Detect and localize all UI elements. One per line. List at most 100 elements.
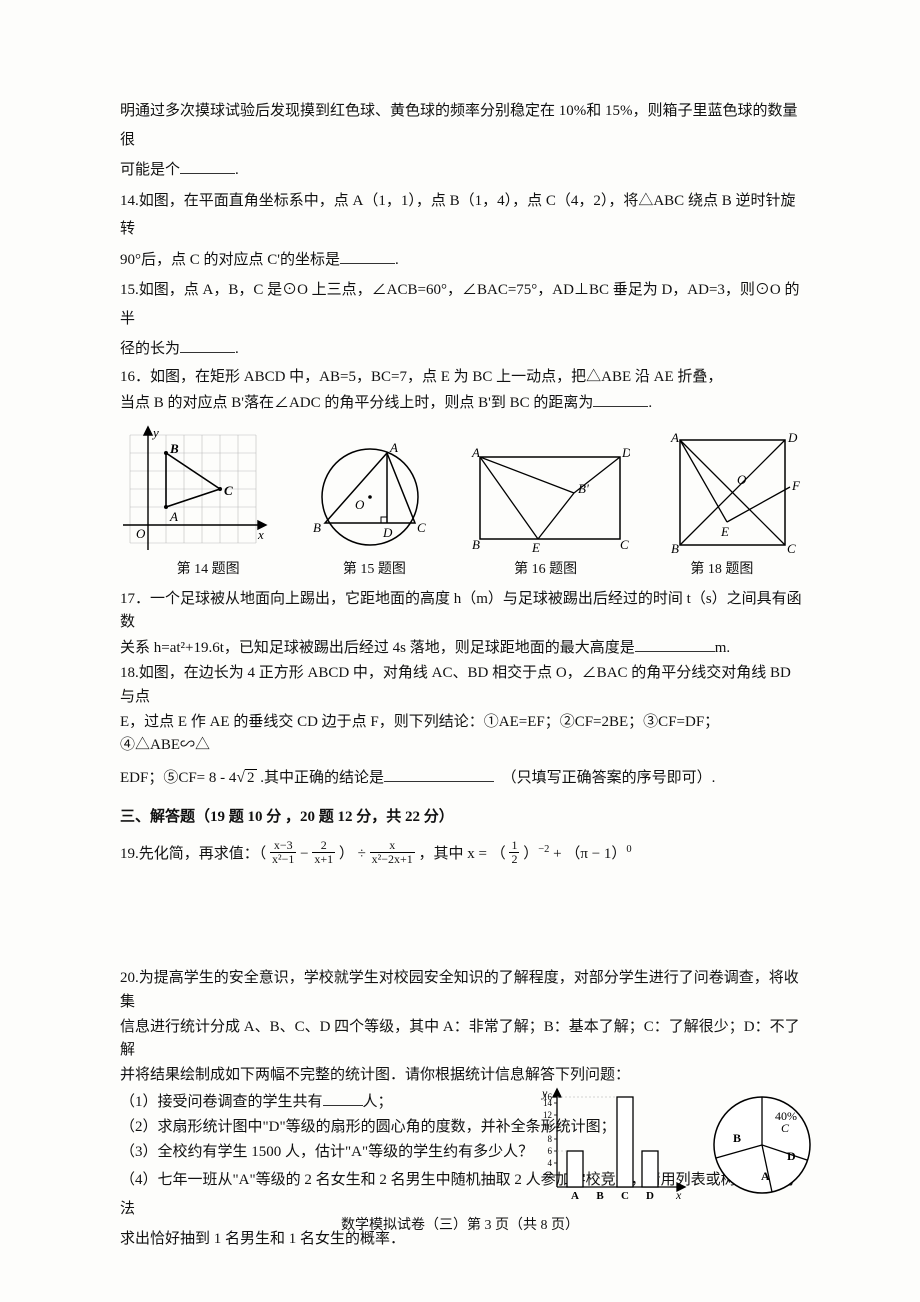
q13-blank (180, 158, 235, 174)
fig18-F: F (791, 478, 801, 493)
svg-text:x: x (675, 1188, 682, 1202)
fig15-C: C (417, 520, 426, 535)
fig15-O: O (355, 497, 365, 512)
svg-text:6: 6 (548, 1146, 553, 1156)
fig18-O: O (737, 472, 747, 487)
fig18-E: E (720, 524, 729, 539)
q19-workspace (120, 870, 805, 965)
q19-mid: ） ÷ (339, 846, 370, 862)
q18-line2: E，过点 E 作 AE 的垂线交 CD 边于点 F，则下列结论：①AE=EF；②… (120, 711, 805, 758)
q19-minus: − (300, 846, 312, 862)
fig15-A: A (389, 440, 398, 455)
q20-l1: 20.为提高学生的安全意识，学校就学生对校园安全知识的了解程度，对部分学生进行了… (120, 967, 805, 1014)
svg-text:8: 8 (548, 1134, 553, 1144)
fig18-D: D (787, 430, 798, 445)
q19-f2: 2x+1 (312, 839, 335, 865)
q15-line2: 径的长为. (120, 335, 805, 364)
q18-c-prefix: EDF；⑤CF= 8 - 4 (120, 770, 236, 786)
q13-text: 可能是个 (120, 162, 180, 178)
q19-f1: x−3x²−1 (270, 839, 296, 865)
fig14-B: B (169, 441, 179, 456)
fig16-D: D (621, 445, 630, 460)
fig16: A D B C E B' (470, 445, 630, 555)
q17-line2: 关系 h=at²+19.6t，已知足球被踢出后经过 4s 落地，则足球距地面的最… (120, 636, 805, 660)
sqrt-icon: 2 (236, 763, 256, 793)
q16-suffix: . (648, 395, 652, 411)
q20-l2: 信息进行统计分成 A、B、C、D 四个等级，其中 A：非常了解；B：基本了解；C… (120, 1016, 805, 1063)
q17-text: 关系 h=at²+19.6t，已知足球被踢出后经过 4s 落地，则足球距地面的最… (120, 640, 635, 656)
q13-suffix: . (235, 162, 239, 178)
q18-line1: 18.如图，在边长为 4 正方形 ABCD 中，对角线 AC、BD 相交于点 O… (120, 662, 805, 709)
svg-text:D: D (646, 1190, 654, 1202)
fig18-B: B (671, 541, 679, 555)
svg-text:4: 4 (548, 1158, 553, 1168)
pie-D: D (787, 1149, 796, 1163)
q19-exp2: 0 (626, 844, 631, 855)
q19-exp1: −2 (538, 844, 549, 855)
q18-c-suffix: .其中正确的结论是 (257, 770, 385, 786)
q18-blank (384, 766, 494, 782)
fig15-svg: A B C D O (305, 437, 435, 555)
fig15-D: D (382, 525, 393, 540)
q17-suffix: m. (715, 640, 730, 656)
figure-captions: 第 14 题图 第 15 题图 第 16 题图 第 18 题图 (120, 557, 805, 584)
fig16-svg: A D B C E B' (470, 445, 630, 555)
fig16-E: E (531, 540, 540, 555)
fig16-Bp: B' (578, 481, 589, 496)
fig14-x: x (257, 527, 264, 542)
q15-text: 径的长为 (120, 341, 180, 357)
pie-C: C (781, 1121, 790, 1135)
fig14-C: C (224, 483, 233, 498)
figure-row: O A B C x y A B (120, 425, 805, 555)
cap14: 第 14 题图 (133, 557, 283, 584)
q13-line2: 可能是个. (120, 156, 805, 185)
q16-text: 当点 B 的对应点 B'落在∠ADC 的角平分线上时，则点 B'到 BC 的距离… (120, 395, 593, 411)
svg-text:2: 2 (548, 1170, 553, 1180)
q14-text: 90°后，点 C 的对应点 C'的坐标是 (120, 252, 340, 268)
svg-text:A: A (571, 1190, 579, 1202)
q16-line1: 16．如图，在矩形 ABCD 中，AB=5，BC=7，点 E 为 BC 上一动点… (120, 366, 805, 389)
svg-text:y: y (541, 1087, 548, 1100)
q18-rad: 2 (245, 769, 257, 786)
q15-blank (180, 337, 235, 353)
q15-suffix: . (235, 341, 239, 357)
q14-line1: 14.如图，在平面直角坐标系中，点 A（1，1），点 B（1，4），点 C（4，… (120, 187, 805, 244)
fig18-svg: A D B C O E F (665, 430, 805, 555)
svg-text:10: 10 (543, 1122, 553, 1132)
fig16-B: B (472, 537, 480, 552)
pie-B: B (733, 1131, 741, 1145)
section3-title: 三、解答题（19 题 10 分 ，20 题 12 分，共 22 分） (120, 803, 805, 832)
svg-text:12: 12 (543, 1110, 552, 1120)
fig15: A B C D O (305, 437, 435, 555)
cap18: 第 18 题图 (652, 557, 792, 584)
fig14-A: A (169, 509, 178, 524)
q13-line1: 明通过多次摸球试验后发现摸到红色球、黄色球的频率分别稳定在 10%和 15%，则… (120, 97, 805, 154)
fig18-A: A (670, 430, 679, 445)
fig14: O A B C x y (120, 425, 270, 555)
q16-blank (593, 391, 648, 407)
q15-line1: 15.如图，点 A，B，C 是⊙O 上三点，∠ACB=60°，∠BAC=75°，… (120, 276, 805, 333)
q17-blank (635, 636, 715, 652)
q19-where: ，其中 x = （ (419, 846, 506, 862)
q14-line2: 90°后，点 C 的对应点 C'的坐标是. (120, 246, 805, 275)
q16-line2: 当点 B 的对应点 B'落在∠ADC 的角平分线上时，则点 B'到 BC 的距离… (120, 391, 805, 415)
cap16: 第 16 题图 (466, 557, 626, 584)
cap15: 第 15 题图 (309, 557, 439, 584)
q17-line1: 17．一个足球被从地面向上踢出，它距地面的高度 h（m）与足球被踢出后经过的时间… (120, 588, 805, 635)
q20-p1b: 人； (363, 1094, 393, 1110)
pie-A: A (761, 1169, 770, 1183)
q19-prefix: 19.先化简，再求值：（ (120, 846, 266, 862)
fig14-O: O (136, 526, 146, 541)
fig14-svg: O A B C x y (120, 425, 270, 555)
q19-f3: xx²−2x+1 (370, 839, 415, 865)
exam-page: 明通过多次摸球试验后发现摸到红色球、黄色球的频率分别稳定在 10%和 15%，则… (0, 0, 920, 1302)
q19-half: 12 (509, 839, 519, 865)
q19: 19.先化简，再求值：（ x−3x²−1 − 2x+1 ） ÷ xx²−2x+1… (120, 840, 805, 869)
fig16-A: A (471, 445, 480, 460)
fig18-C: C (787, 541, 796, 555)
q18-hint: （只填写正确答案的序号即可）. (502, 770, 716, 786)
bar-chart: 246 81012 1416 AB CD x y (532, 1087, 687, 1202)
pie-chart: 40% C B A D (705, 1090, 820, 1200)
fig18: A D B C O E F (665, 430, 805, 555)
fig15-B: B (313, 520, 321, 535)
